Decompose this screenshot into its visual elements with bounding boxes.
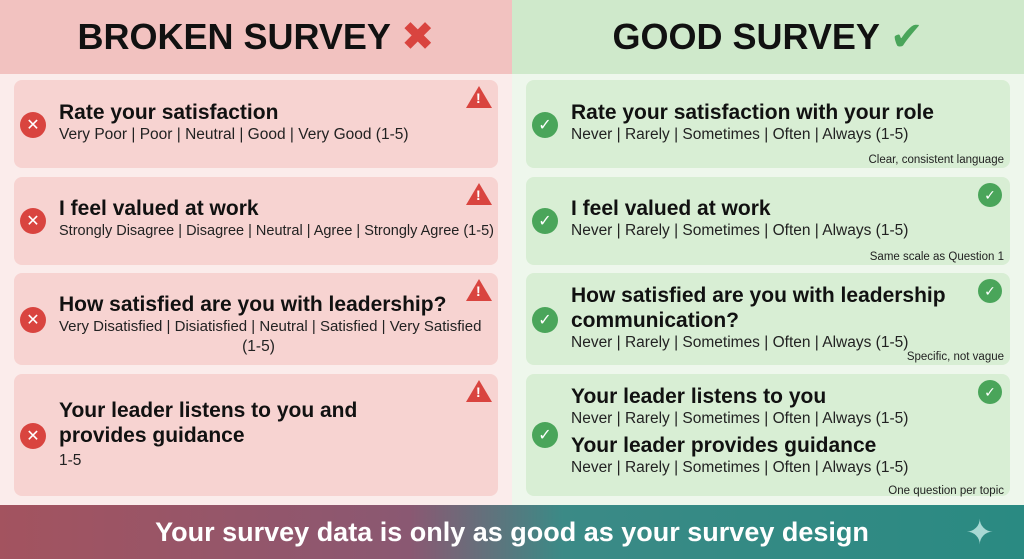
question: How satisfied are you with leadership co… [571,284,946,332]
question: Your leader listens to you and provides … [59,399,358,447]
scale: Never | Rarely | Sometimes | Often | Alw… [571,334,909,351]
question: Your leader listens to you [571,385,827,408]
scale-suffix: (1-5) [242,338,275,355]
question: I feel valued at work [571,197,771,220]
question: Your leader provides guidance [571,434,877,457]
good-card-2: ✓ ✓ I feel valued at work Never | Rarely… [526,177,1010,265]
broken-header: BROKEN SURVEY ✖ [0,0,512,74]
check-icon: ✓ [978,183,1002,207]
good-card-3: ✓ ✓ How satisfied are you with leadershi… [526,273,1010,365]
x-circle-icon: ✕ [20,307,46,333]
broken-card-2: ✕ ! I feel valued at work Strongly Disag… [14,177,498,265]
good-title: GOOD SURVEY [612,16,880,57]
broken-card-4: ✕ ! Your leader listens to you and provi… [14,374,498,496]
question: How satisfied are you with leadership? [59,293,447,316]
broken-card-3: ✕ ! How satisfied are you with leadershi… [14,273,498,365]
note: Same scale as Question 1 [869,251,1004,263]
broken-title: BROKEN SURVEY [77,16,391,57]
check-circle-icon: ✓ [532,422,558,448]
note: One question per topic [888,485,1004,497]
scale: Never | Rarely | Sometimes | Often | Alw… [571,410,909,427]
note: Clear, consistent language [868,154,1004,166]
x-circle-icon: ✕ [20,112,46,138]
footer-banner: Your survey data is only as good as your… [0,505,1024,559]
question: I feel valued at work [59,197,259,220]
check-circle-icon: ✓ [532,208,558,234]
scale: Never | Rarely | Sometimes | Often | Alw… [571,459,909,476]
scale: Very Poor | Poor | Neutral | Good | Very… [59,126,409,143]
check-icon: ✓ [978,279,1002,303]
good-survey-panel: GOOD SURVEY ✔ ✓ Rate your satisfaction wi… [512,0,1024,505]
warning-icon: ! [466,86,492,108]
footer-text: Your survey data is only as good as your… [155,516,869,547]
scale: Very Disatisfied | Disiatisfied | Neutra… [59,318,482,335]
warning-icon: ! [466,183,492,205]
broken-survey-panel: BROKEN SURVEY ✖ ✕ ! Rate your satisfactio… [0,0,512,505]
check-mark-icon: ✔ [889,15,924,59]
broken-card-1: ✕ ! Rate your satisfaction Very Poor | P… [14,80,498,168]
scale: Strongly Disagree | Disagree | Neutral |… [59,223,494,239]
scale: 1-5 [59,452,82,469]
x-mark-icon: ✖ [400,15,435,59]
good-card-4: ✓ ✓ Your leader listens to you Never | R… [526,374,1010,497]
x-circle-icon: ✕ [20,208,46,234]
sparkle-icon: ✦ [965,514,995,552]
check-icon: ✓ [978,380,1002,404]
question: Rate your satisfaction [59,101,279,124]
check-circle-icon: ✓ [532,112,558,138]
scale: Never | Rarely | Sometimes | Often | Alw… [571,126,909,143]
warning-icon: ! [466,279,492,301]
scale: Never | Rarely | Sometimes | Often | Alw… [571,222,909,239]
check-circle-icon: ✓ [532,307,558,333]
x-circle-icon: ✕ [20,423,46,449]
good-card-1: ✓ Rate your satisfaction with your role … [526,80,1010,168]
question: Rate your satisfaction with your role [571,101,934,124]
note: Specific, not vague [906,351,1004,363]
good-header: GOOD SURVEY ✔ [512,0,1024,74]
warning-icon: ! [466,380,492,402]
